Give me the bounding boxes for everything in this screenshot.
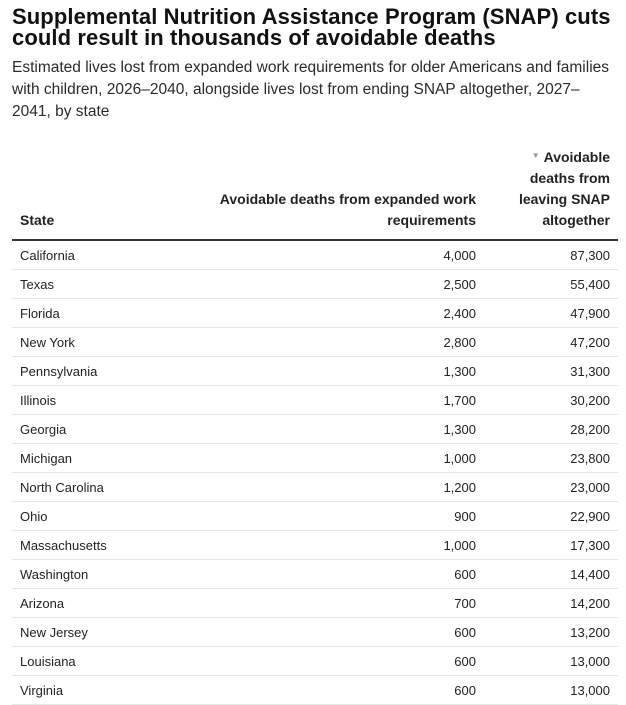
table-row: Illinois 1,700 30,200 (12, 385, 618, 415)
cell-work-requirements-deaths: 1,200 (208, 472, 484, 502)
cell-leaving-snap-deaths: 17,300 (484, 530, 618, 560)
table-row: New Jersey 600 13,200 (12, 617, 618, 647)
cell-leaving-snap-deaths: 55,400 (484, 269, 618, 299)
cell-leaving-snap-deaths: 23,800 (484, 443, 618, 473)
table-row: Texas 2,500 55,400 (12, 269, 618, 299)
cell-leaving-snap-deaths: 13,000 (484, 646, 618, 676)
table-row: Massachusetts 1,000 17,300 (12, 530, 618, 560)
cell-work-requirements-deaths: 2,500 (208, 269, 484, 299)
cell-work-requirements-deaths: 600 (208, 646, 484, 676)
cell-work-requirements-deaths: 4,000 (208, 240, 484, 270)
table-row: Ohio 900 22,900 (12, 501, 618, 531)
table-row: Washington 600 14,400 (12, 559, 618, 589)
cell-state: Pennsylvania (12, 356, 208, 386)
cell-leaving-snap-deaths: 28,200 (484, 414, 618, 444)
cell-state: Arizona (12, 588, 208, 618)
chart-title: Supplemental Nutrition Assistance Progra… (12, 4, 611, 50)
cell-work-requirements-deaths: 1,300 (208, 356, 484, 386)
cell-state: Florida (12, 298, 208, 328)
table-row: California 4,000 87,300 (12, 240, 618, 270)
cell-work-requirements-deaths: 1,300 (208, 414, 484, 444)
cell-state: California (12, 240, 208, 270)
cell-work-requirements-deaths: 2,400 (208, 298, 484, 328)
data-table: State Avoidable deaths from expanded wor… (12, 147, 618, 705)
column-header-label: Avoidable deaths from expanded work requ… (219, 191, 476, 228)
cell-state: Michigan (12, 443, 208, 473)
table-row: Pennsylvania 1,300 31,300 (12, 356, 618, 386)
cell-work-requirements-deaths: 1,000 (208, 443, 484, 473)
table-row: Florida 2,400 47,900 (12, 298, 618, 328)
cell-leaving-snap-deaths: 14,400 (484, 559, 618, 589)
table-row: Arizona 700 14,200 (12, 588, 618, 618)
cell-work-requirements-deaths: 2,800 (208, 327, 484, 357)
cell-state: Washington (12, 559, 208, 589)
cell-leaving-snap-deaths: 23,000 (484, 472, 618, 502)
cell-state: Ohio (12, 501, 208, 531)
cell-leaving-snap-deaths: 47,900 (484, 298, 618, 328)
chart-subtitle: Estimated lives lost from expanded work … (12, 59, 610, 120)
cell-leaving-snap-deaths: 47,200 (484, 327, 618, 357)
cell-work-requirements-deaths: 1,000 (208, 530, 484, 560)
cell-state: Illinois (12, 385, 208, 415)
table-row: Michigan 1,000 23,800 (12, 443, 618, 473)
cell-state: Louisiana (12, 646, 208, 676)
table-row: Louisiana 600 13,000 (12, 646, 618, 676)
cell-leaving-snap-deaths: 31,300 (484, 356, 618, 386)
cell-state: Texas (12, 269, 208, 299)
cell-leaving-snap-deaths: 14,200 (484, 588, 618, 618)
table-row: Georgia 1,300 28,200 (12, 414, 618, 444)
column-header-work-requirements[interactable]: Avoidable deaths from expanded work requ… (208, 147, 484, 241)
sort-descending-icon: ▼ (531, 151, 540, 160)
column-header-label: Avoidable deaths from leaving SNAP altog… (518, 149, 610, 228)
cell-work-requirements-deaths: 700 (208, 588, 484, 618)
cell-state: Georgia (12, 414, 208, 444)
cell-work-requirements-deaths: 600 (208, 559, 484, 589)
cell-state: New York (12, 327, 208, 357)
column-header-label: State (20, 212, 55, 228)
table-row: North Carolina 1,200 23,000 (12, 472, 618, 502)
cell-work-requirements-deaths: 1,700 (208, 385, 484, 415)
cell-state: North Carolina (12, 472, 208, 502)
cell-work-requirements-deaths: 900 (208, 501, 484, 531)
table-row: New York 2,800 47,200 (12, 327, 618, 357)
cell-leaving-snap-deaths: 30,200 (484, 385, 618, 415)
cell-leaving-snap-deaths: 22,900 (484, 501, 618, 531)
cell-work-requirements-deaths: 600 (208, 617, 484, 647)
table-body: California 4,000 87,300 Texas 2,500 55,400 Flo… (12, 240, 618, 705)
cell-leaving-snap-deaths: 87,300 (484, 240, 618, 270)
cell-state: New Jersey (12, 617, 208, 647)
cell-state: Massachusetts (12, 530, 208, 560)
column-header-state[interactable]: State (12, 147, 208, 241)
column-header-leaving-snap[interactable]: ▼ Avoidable deaths from leaving SNAP alto… (484, 147, 618, 241)
chart-container: Supplemental Nutrition Assistance Progra… (12, 6, 618, 705)
table-header-row: State Avoidable deaths from expanded wor… (12, 147, 618, 241)
cell-leaving-snap-deaths: 13,200 (484, 617, 618, 647)
